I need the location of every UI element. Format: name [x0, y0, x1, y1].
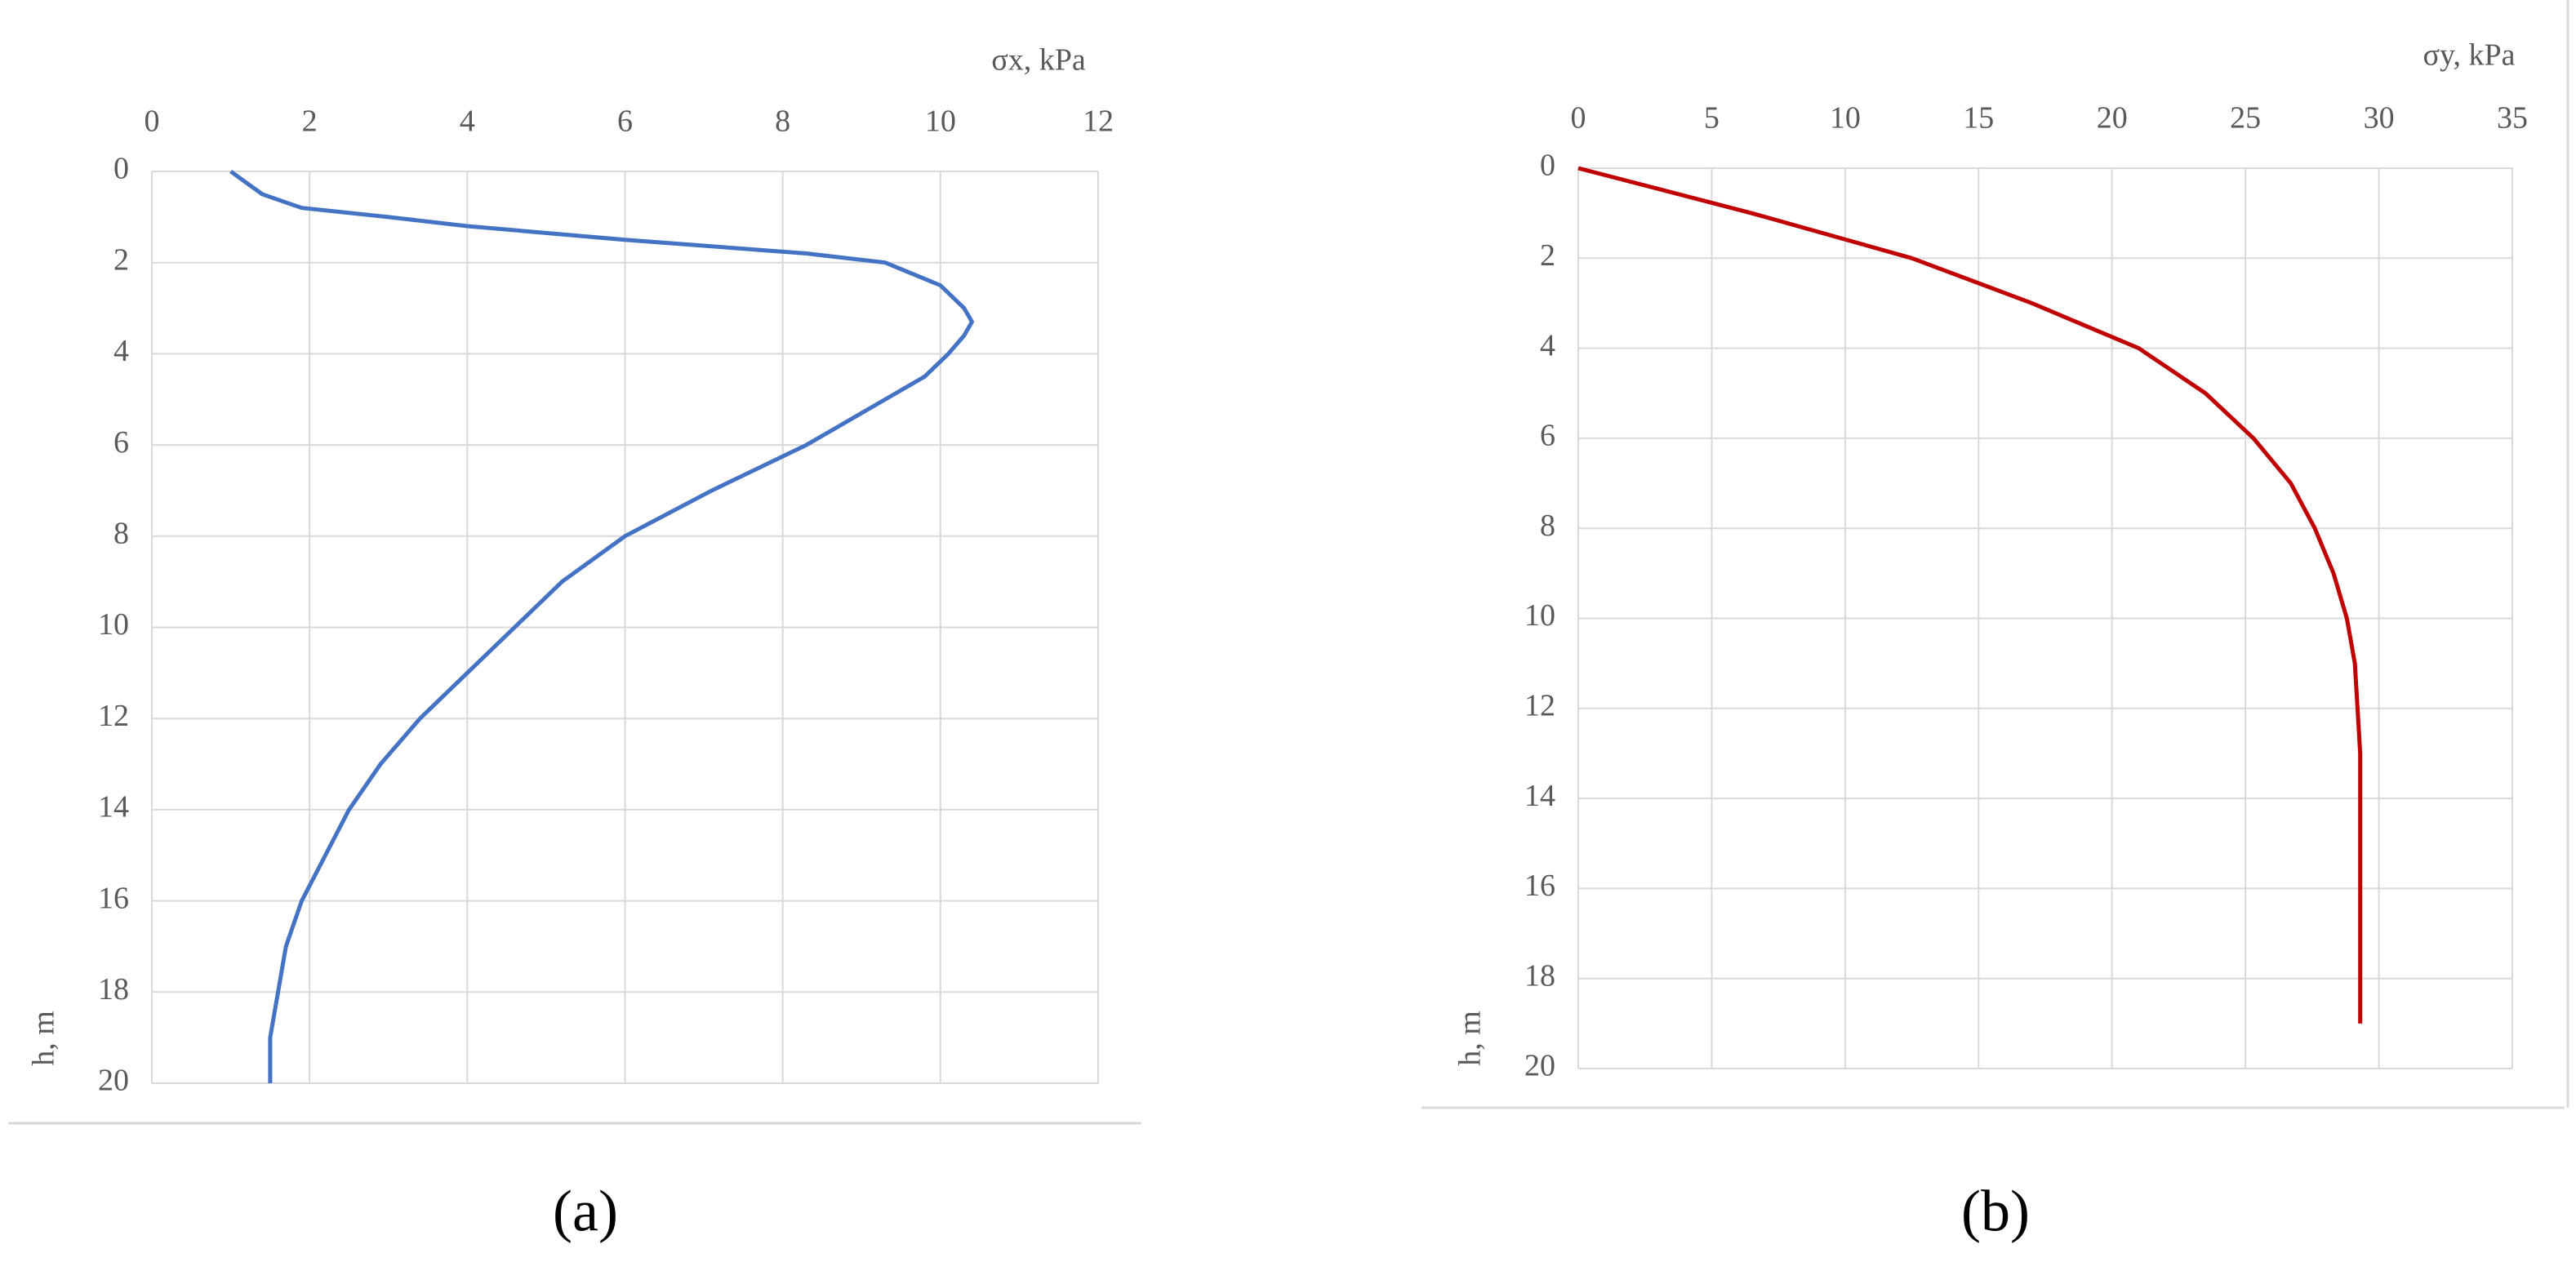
- y-tick-label: 16: [98, 881, 129, 915]
- y-tick-label: 20: [98, 1064, 129, 1098]
- x-tick-label: 15: [1963, 101, 1994, 136]
- y-tick-label: 14: [1524, 779, 1555, 813]
- y-tick-label: 0: [113, 152, 129, 186]
- y-tick-label: 18: [98, 972, 129, 1006]
- series-line: [229, 169, 974, 1083]
- x-tick-label: 30: [2364, 101, 2395, 136]
- y-tick-label: 20: [1524, 1049, 1555, 1083]
- y-tick-label: 14: [98, 790, 129, 824]
- y-tick-label: 16: [1524, 869, 1555, 903]
- series-line: [1577, 166, 2363, 1024]
- x-tick-label: 10: [1830, 101, 1861, 136]
- y-axis-title: h, m: [27, 1011, 61, 1066]
- y-tick-label: 8: [1540, 509, 1555, 543]
- x-tick-label: 2: [302, 104, 318, 139]
- y-tick-label: 10: [1524, 598, 1555, 633]
- y-tick-label: 8: [113, 517, 129, 551]
- y-tick-label: 6: [113, 425, 129, 460]
- x-tick-label: 35: [2497, 101, 2528, 136]
- y-tick-label: 4: [1540, 328, 1555, 362]
- caption: (b): [1961, 1179, 2030, 1244]
- y-tick-label: 4: [113, 334, 129, 368]
- y-tick-label: 12: [98, 699, 129, 733]
- x-tick-label: 12: [1083, 104, 1114, 139]
- y-tick-label: 6: [1540, 419, 1555, 453]
- y-axis-title: h, m: [1453, 1011, 1488, 1066]
- x-tick-label: 4: [460, 104, 475, 139]
- x-tick-label: 0: [145, 104, 160, 139]
- y-tick-label: 2: [113, 242, 129, 277]
- y-tick-label: 10: [98, 607, 129, 642]
- caption: (a): [553, 1179, 618, 1244]
- x-tick-label: 10: [925, 104, 956, 139]
- x-tick-label: 6: [617, 104, 633, 139]
- x-tick-label: 0: [1571, 101, 1586, 136]
- y-tick-label: 12: [1524, 689, 1555, 723]
- x-tick-label: 25: [2230, 101, 2261, 136]
- x-tick-label: 5: [1704, 101, 1720, 136]
- y-tick-label: 2: [1540, 238, 1555, 273]
- x-tick-label: 20: [2097, 101, 2128, 136]
- y-tick-label: 0: [1540, 149, 1555, 183]
- y-tick-label: 18: [1524, 958, 1555, 993]
- x-tick-label: 8: [775, 104, 790, 139]
- x-axis-title: σy, kPa: [2423, 38, 2515, 73]
- x-axis-title: σx, kPa: [991, 43, 1086, 78]
